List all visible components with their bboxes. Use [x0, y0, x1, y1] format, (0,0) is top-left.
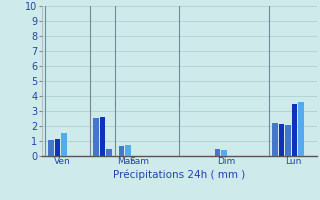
- Text: Dim: Dim: [217, 158, 235, 166]
- Bar: [93, 118, 99, 156]
- Text: Ven: Ven: [54, 158, 71, 166]
- Bar: [61, 133, 67, 156]
- Bar: [125, 145, 131, 156]
- Bar: [285, 124, 291, 156]
- Bar: [48, 140, 54, 156]
- Bar: [100, 117, 105, 156]
- Bar: [279, 124, 284, 156]
- Bar: [106, 149, 112, 156]
- X-axis label: Précipitations 24h ( mm ): Précipitations 24h ( mm ): [113, 170, 245, 180]
- Bar: [215, 149, 220, 156]
- Bar: [221, 150, 227, 156]
- Text: Sam: Sam: [129, 158, 149, 166]
- Text: Lun: Lun: [285, 158, 302, 166]
- Bar: [55, 139, 60, 156]
- Bar: [272, 123, 278, 156]
- Text: Mar: Mar: [117, 158, 134, 166]
- Bar: [292, 104, 297, 156]
- Bar: [298, 102, 304, 156]
- Bar: [119, 146, 124, 156]
